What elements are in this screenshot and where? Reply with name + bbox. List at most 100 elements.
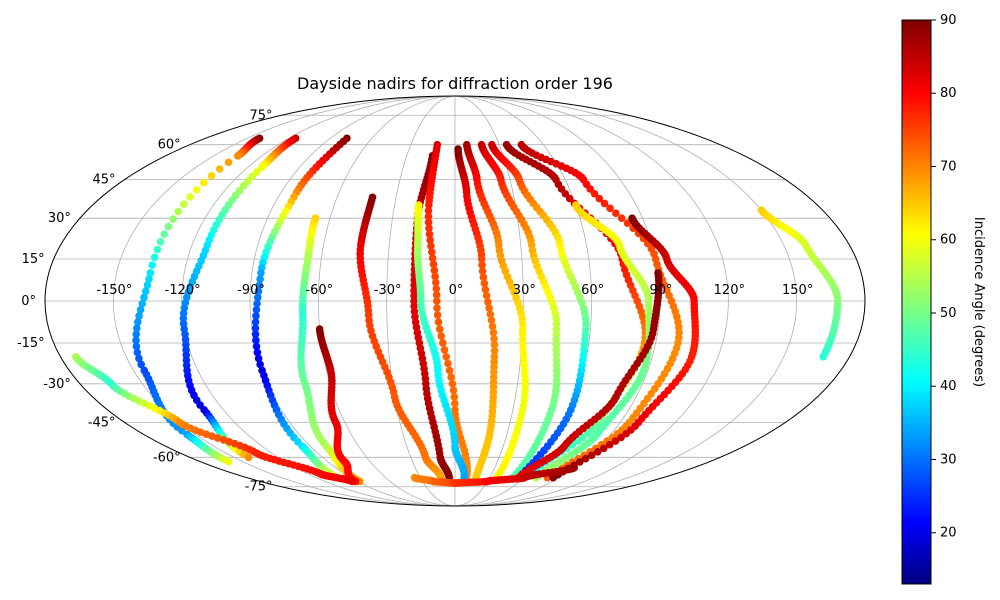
latitude-tick-label: -15° [17, 336, 45, 351]
data-point [447, 373, 455, 381]
data-point [133, 348, 142, 357]
data-point [425, 201, 433, 209]
data-point [156, 238, 165, 246]
data-point [485, 304, 493, 312]
data-point [143, 281, 152, 290]
data-point [490, 346, 499, 355]
data-point [251, 318, 260, 326]
data-point [439, 339, 447, 347]
data-point [432, 291, 441, 299]
colorbar-tick-label: 80 [940, 86, 957, 101]
longitude-tick-label: 0° [449, 283, 464, 298]
data-point [481, 285, 490, 294]
latitude-tick-label: 0° [21, 294, 36, 309]
data-point [253, 293, 262, 302]
data-point [424, 218, 433, 227]
longitude-tick-label: -120° [165, 283, 201, 298]
data-point [450, 393, 459, 401]
data-point [133, 324, 141, 332]
colorbar-gradient [901, 19, 932, 585]
data-point [219, 436, 228, 444]
data-point [612, 209, 620, 218]
data-point [252, 342, 261, 351]
colorbar-tick-label: 50 [940, 306, 957, 321]
data-point [427, 248, 436, 256]
data-point [617, 433, 625, 442]
data-point [431, 272, 439, 281]
data-point [424, 212, 433, 221]
data-point [440, 346, 449, 354]
data-point [254, 287, 263, 296]
data-point [244, 453, 253, 462]
data-point [192, 185, 201, 194]
longitude-tick-label: 60° [581, 283, 604, 298]
data-point [430, 266, 439, 275]
data-point [410, 297, 418, 305]
latitude-tick-label: 75° [249, 108, 272, 123]
data-point [490, 334, 498, 343]
data-point [442, 352, 451, 361]
data-point [186, 193, 194, 201]
data-point [552, 320, 561, 328]
data-point [484, 298, 492, 306]
data-point [257, 269, 265, 277]
data-point [424, 206, 433, 215]
data-point [234, 152, 242, 160]
data-point [429, 260, 438, 269]
data-point [581, 454, 590, 463]
data-point [433, 311, 442, 319]
data-point [600, 199, 609, 208]
longitude-tick-label: 30° [513, 283, 536, 298]
longitude-tick-label: -90° [237, 283, 265, 298]
data-point [145, 275, 153, 283]
data-point [427, 242, 435, 250]
data-point [174, 207, 183, 216]
data-point [132, 336, 140, 345]
colorbar-tick-label: 20 [940, 526, 957, 541]
data-point [425, 224, 433, 233]
map-outline [44, 95, 866, 507]
longitude-ticks: -150° -120° -90° -60° -30° 0° 30° 60° 90° 120° 150… [96, 283, 813, 298]
data-point [590, 189, 599, 198]
data-point [137, 360, 145, 369]
data-point [595, 194, 604, 203]
chart-title: Dayside nadirs for diffraction order 196 [297, 74, 613, 93]
latitude-tick-label: 15° [22, 252, 45, 267]
data-point [479, 273, 488, 282]
data-point [482, 291, 491, 300]
data-point [434, 318, 443, 326]
data-point [148, 261, 157, 269]
data-point [587, 451, 596, 460]
data-point [252, 336, 260, 345]
data-point [141, 287, 150, 296]
colorbar-tick-label: 60 [940, 233, 957, 248]
data-point [488, 322, 497, 331]
data-point [486, 310, 495, 318]
data-point [478, 261, 486, 269]
data-point [593, 447, 602, 456]
data-point [348, 477, 357, 486]
colorbar: 20 30 40 50 60 70 80 90 Incidence Angle (degree… [901, 13, 986, 585]
colorbar-tick-label: 40 [940, 379, 957, 394]
colorbar-ticks: 20 30 40 50 60 70 80 90 [931, 13, 957, 541]
data-point [437, 332, 446, 340]
data-point [449, 386, 458, 395]
data-point [252, 305, 261, 314]
data-point [451, 399, 459, 408]
data-point [410, 281, 418, 290]
data-point [599, 444, 608, 453]
data-point [570, 464, 578, 472]
colorbar-tick-label: 30 [940, 452, 957, 467]
data-point [169, 215, 177, 223]
data-point [432, 278, 440, 287]
longitude-tick-label: 90° [649, 283, 672, 298]
data-point [435, 325, 444, 333]
data-point [444, 359, 452, 368]
data-point [565, 194, 574, 203]
data-point [552, 335, 560, 344]
data-point [208, 432, 216, 440]
longitude-tick-label: 150° [782, 283, 813, 298]
data-point [200, 178, 208, 187]
data-point [410, 291, 418, 300]
data-point [134, 318, 142, 326]
